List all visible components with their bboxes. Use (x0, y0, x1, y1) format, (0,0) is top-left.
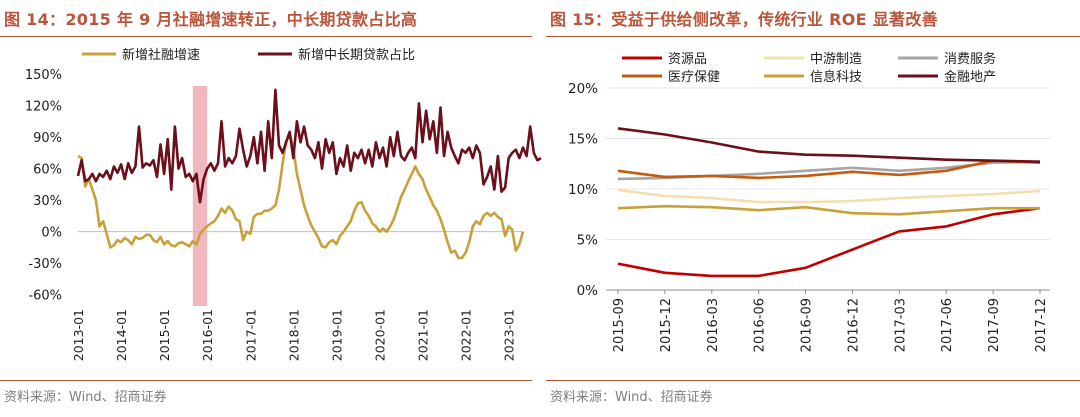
y-tick-label: 120% (25, 100, 62, 115)
x-tick-label: 2023-01 (502, 309, 517, 361)
legend-label: 金融地产 (944, 69, 996, 85)
y-tick-label: 90% (33, 131, 62, 146)
left-title-rule (0, 36, 532, 37)
y-tick-label: 10% (568, 182, 598, 198)
legend-label: 信息科技 (810, 69, 862, 85)
x-tick-label: 2017-06 (940, 298, 955, 352)
legend-label-loan: 新增中长期贷款占比 (298, 47, 415, 63)
x-tick-label: 2016-09 (800, 298, 815, 352)
series-line-social (77, 133, 525, 260)
x-tick-label: 2014-01 (114, 309, 129, 361)
right-footer-rule (546, 380, 1080, 381)
series-line (617, 206, 1041, 278)
right-chart-panel: 图 15：受益于供给侧改革，传统行业 ROE 显著改善 20% 15% 10% 5% 0… (546, 0, 1080, 417)
x-tick-label: 2017-12 (1034, 298, 1049, 352)
y-tick-label: 30% (33, 194, 62, 209)
x-tick-label: 2017-09 (987, 298, 1002, 352)
legend-label: 医疗保健 (668, 70, 720, 85)
x-tick-label: 2013-01 (71, 309, 86, 361)
y-tick-label: 0% (41, 226, 62, 241)
series-line (617, 188, 1041, 204)
left-footer-rule (0, 380, 532, 381)
legend-label: 中游制造 (810, 52, 862, 67)
left-chart-panel: 图 14：2015 年 9 月社融增速转正，中长期贷款占比高 150% 120% 9… (0, 0, 542, 417)
x-tick-label: 2021-01 (416, 309, 431, 361)
x-tick-label: 2017-03 (893, 298, 908, 352)
x-tick-label: 2016-01 (200, 309, 215, 361)
series-line-loan (76, 88, 542, 204)
y-tick-label: 0% (577, 283, 599, 299)
right-source-note: 资料来源：Wind、招商证券 (550, 390, 713, 405)
series-line (617, 204, 1040, 216)
x-tick-label: 2016-03 (706, 298, 721, 352)
x-tick-label: 2018-01 (286, 309, 301, 361)
x-tick-label: 2020-01 (372, 309, 387, 361)
legend-label: 资源品 (668, 52, 707, 67)
x-tick-label: 2015-01 (157, 309, 172, 361)
left-chart-svg: 150% 120% 90% 60% 30% 0% -30% -60% 2013-01 2014-0… (25, 47, 542, 361)
series-line (617, 127, 1041, 163)
series-line (617, 159, 1041, 180)
x-tick-label: 2022-01 (459, 309, 474, 361)
right-title-rule (546, 36, 1080, 37)
y-tick-label: 5% (577, 233, 599, 249)
right-chart-svg: 20% 15% 10% 5% 0% 2015-09 2015-12 2016-03 2016-0… (568, 51, 1050, 352)
left-chart-title: 图 14：2015 年 9 月社融增速转正，中长期贷款占比高 (4, 10, 418, 29)
x-tick-label: 2019-01 (329, 309, 344, 361)
y-tick-label: 20% (568, 81, 598, 97)
x-tick-label: 2015-09 (612, 298, 627, 352)
x-tick-label: 2016-06 (753, 298, 768, 352)
y-tick-label: 15% (568, 132, 598, 148)
y-tick-label: -60% (28, 289, 62, 304)
y-tick-label: 150% (25, 68, 62, 83)
y-tick-label: 60% (33, 163, 62, 178)
x-tick-label: 2017-01 (243, 309, 258, 361)
legend-label-social: 新增社融增速 (122, 47, 200, 63)
y-tick-label: -30% (28, 257, 62, 272)
x-tick-label: 2015-12 (659, 298, 674, 352)
x-tick-label: 2016-12 (846, 298, 861, 352)
legend-label: 消费服务 (944, 51, 996, 67)
left-source-note: 资料来源：Wind、招商证券 (4, 390, 167, 405)
right-chart-title: 图 15：受益于供给侧改革，传统行业 ROE 显著改善 (550, 10, 938, 29)
